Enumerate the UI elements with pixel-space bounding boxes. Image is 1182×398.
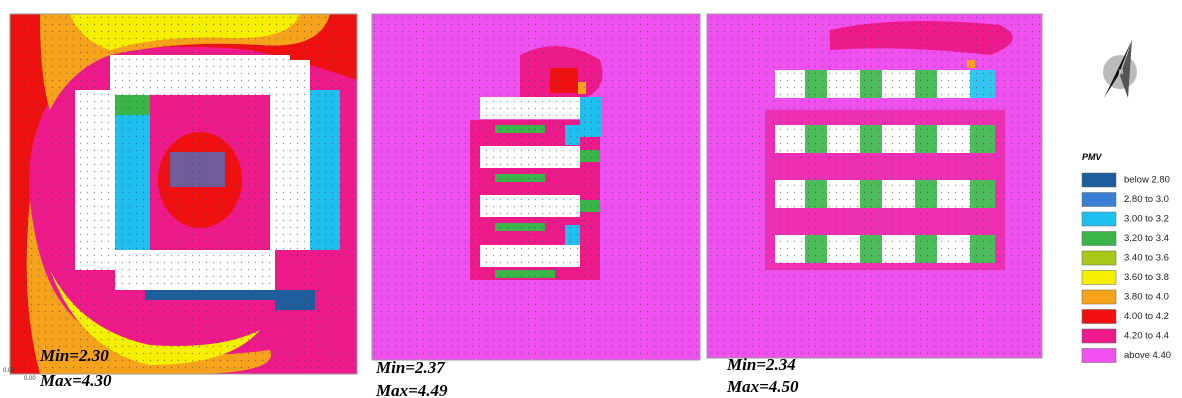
legend-swatch [1081,231,1117,246]
legend-label: 3.00 to 3.2 [1124,214,1169,225]
legend: PMV below 2.80 2.80 to 3.0 3.00 to 3.2 3.20… [1081,152,1171,363]
legend-swatch [1081,348,1117,363]
legend-swatch [1081,172,1117,188]
legend-label: 3.80 to 4.0 [1124,292,1169,303]
legend-swatch [1081,250,1117,266]
legend-swatch [1081,192,1117,207]
legend-title: PMV [1082,152,1103,162]
legend-label: 3.20 to 3.4 [1124,233,1169,244]
axis-origin-x: 0.00 [24,376,36,382]
min-label: Min=2.30 [39,346,109,365]
min-label: Min=2.37 [375,358,446,377]
north-arrow: N [1103,40,1137,98]
legend-label: 4.00 to 4.2 [1124,311,1169,322]
max-label: Max=4.30 [39,371,112,390]
legend-label: 2.80 to 3.0 [1124,194,1169,205]
north-label: N [1119,70,1123,76]
pmv-map-2 [371,13,701,361]
min-label: Min=2.34 [726,355,796,374]
axis-origin-y: 0.00 [3,368,15,374]
legend-swatch [1081,309,1117,324]
legend-swatch [1081,328,1117,344]
pmv-map-3 [706,13,1043,359]
legend-label: 4.20 to 4.4 [1124,331,1169,342]
legend-label: below 2.80 [1124,175,1170,186]
legend-swatch [1081,289,1117,305]
pmv-map-1 [9,13,358,375]
max-label: Max=4.50 [726,377,799,396]
legend-label: 3.40 to 3.6 [1124,253,1169,264]
legend-swatch [1081,270,1117,285]
max-label: Max=4.49 [375,381,448,398]
legend-label: 3.60 to 3.8 [1124,272,1169,283]
legend-swatch [1081,211,1117,227]
legend-label: above 4.40 [1124,350,1171,361]
